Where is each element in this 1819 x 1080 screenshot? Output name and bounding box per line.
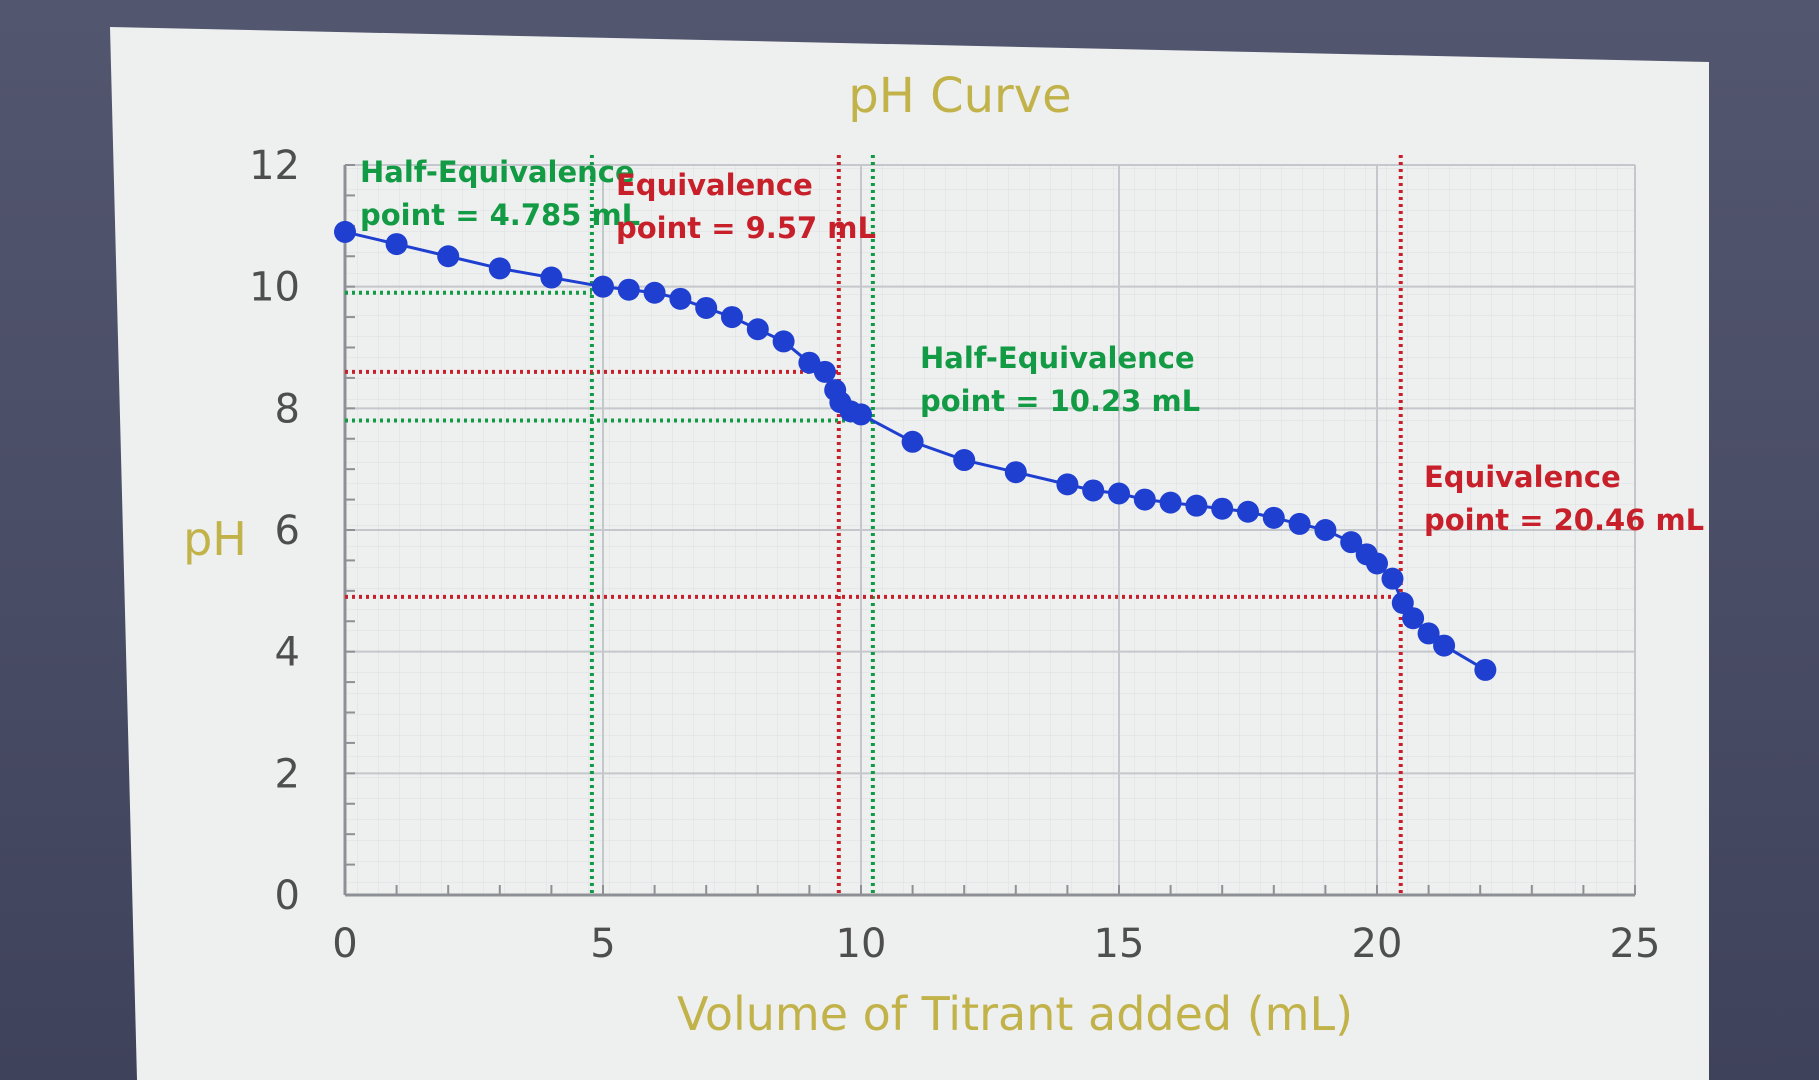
data-point <box>721 306 743 329</box>
data-point <box>1314 519 1337 541</box>
data-point <box>385 233 408 256</box>
annotation-value: point = 9.57 mL <box>616 211 876 245</box>
data-point <box>1159 491 1182 514</box>
data-point <box>1402 607 1425 630</box>
x-tick-label: 25 <box>1610 921 1661 967</box>
annotation-title: Half-Equivalence <box>920 341 1195 375</box>
data-point <box>1004 461 1027 484</box>
y-axis-title: pH <box>183 512 247 566</box>
annotation-value: point = 20.46 mL <box>1424 503 1704 537</box>
y-tick-label: 6 <box>275 508 300 554</box>
x-tick-label: 0 <box>332 921 357 967</box>
reference-lines <box>345 155 1403 895</box>
data-point <box>813 360 836 383</box>
x-tick-label: 5 <box>590 921 615 967</box>
y-tick-label: 2 <box>275 751 300 797</box>
data-point <box>1433 634 1456 657</box>
data-point <box>617 278 640 301</box>
data-series <box>334 220 1497 681</box>
data-point <box>1082 479 1105 502</box>
x-tick-label: 10 <box>836 921 887 967</box>
data-point <box>669 287 692 310</box>
data-point <box>1185 494 1208 517</box>
data-point <box>488 257 511 280</box>
data-point <box>1133 488 1156 511</box>
data-point <box>1056 473 1079 496</box>
y-tick-label: 4 <box>275 630 300 676</box>
axes <box>343 164 1636 897</box>
annotation-title: Equivalence <box>616 168 813 202</box>
y-tick-label: 12 <box>249 143 300 189</box>
data-point <box>540 266 563 289</box>
data-point <box>437 245 460 268</box>
annotation-title: Equivalence <box>1424 460 1621 494</box>
data-point <box>592 275 614 298</box>
data-point <box>1366 552 1388 575</box>
x-axis-title: Volume of Titrant added (mL) <box>677 987 1353 1041</box>
data-point <box>1237 500 1259 523</box>
chart-title: pH Curve <box>848 68 1071 124</box>
data-point <box>746 318 769 341</box>
data-point <box>850 403 872 426</box>
labels: 0 5 10 15 20 25 0 2 4 6 8 10 12 Half-Equivalence point… <box>249 143 1704 967</box>
data-point <box>1474 658 1497 681</box>
data-point <box>1211 497 1234 520</box>
y-tick-label: 0 <box>275 873 300 919</box>
annotation-title: Half-Equivalence <box>360 155 635 189</box>
data-point <box>953 449 976 472</box>
data-point <box>772 330 795 353</box>
annotation-value: point = 4.785 mL <box>360 198 640 232</box>
annotation-value: point = 10.23 mL <box>920 384 1200 418</box>
data-point <box>1262 506 1285 529</box>
data-point <box>1288 512 1311 535</box>
data-point <box>901 430 924 453</box>
x-tick-label: 20 <box>1352 921 1403 967</box>
data-point <box>334 220 356 243</box>
x-tick-label: 15 <box>1094 921 1145 967</box>
data-point <box>1381 567 1404 590</box>
data-point <box>643 281 666 304</box>
y-tick-label: 10 <box>249 265 300 311</box>
data-point <box>1108 482 1130 505</box>
y-tick-label: 8 <box>275 386 300 432</box>
data-point <box>695 296 718 319</box>
data-point <box>1340 531 1363 554</box>
data-point <box>1417 622 1440 645</box>
